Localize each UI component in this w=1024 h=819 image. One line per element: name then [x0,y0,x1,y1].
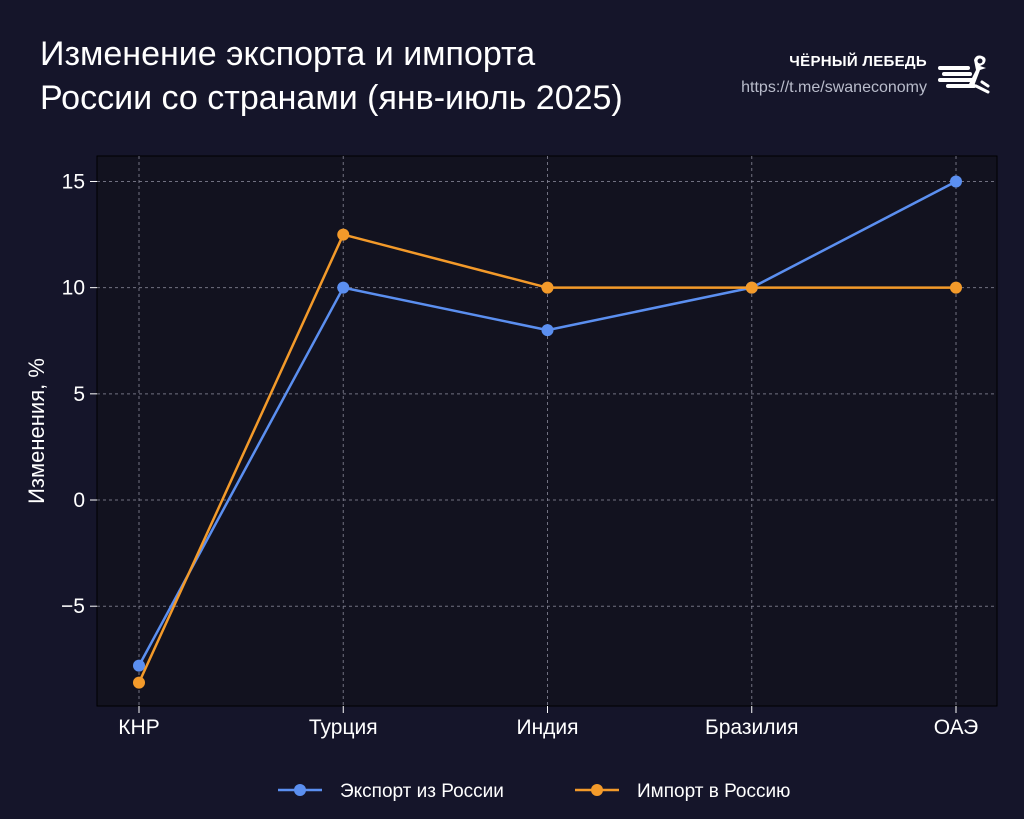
data-point[interactable] [745,281,758,294]
legend-marker [294,784,306,796]
chart-title-line-1: Изменение экспорта и импорта [40,35,536,73]
y-tick-label: −5 [61,595,85,618]
y-axis-label: Изменения, % [24,358,49,504]
y-tick-label: 15 [62,170,85,193]
data-point[interactable] [337,281,350,294]
x-axis: КНР Турция Индия Бразилия ОАЭ [118,706,978,739]
plot-area [96,155,998,707]
legend-label: Экспорт из России [340,781,504,802]
data-point[interactable] [133,659,145,672]
legend-item-export[interactable]: Экспорт из России [278,781,504,802]
brand-block: ЧЁРНЫЙ ЛЕБЕДЬ https://t.me/swaneconomy [741,52,927,100]
chart-title: Изменение экспорта и импорта России со с… [40,32,700,120]
y-tick-label: 10 [62,277,85,300]
legend: Экспорт из России Импорт в Россию [278,781,790,802]
data-point[interactable] [950,281,962,294]
x-tick-label: ОАЭ [934,716,979,739]
data-point[interactable] [950,175,962,188]
brand-name: ЧЁРНЫЙ ЛЕБЕДЬ [789,53,927,70]
y-tick-label: 5 [73,383,85,406]
chart-title-line-2: России со странами (янв-июль 2025) [40,79,623,117]
data-point[interactable] [337,228,350,241]
brand-url-link[interactable]: https://t.me/swaneconomy [741,79,927,96]
swan-logo-icon [938,55,990,94]
x-tick-label: КНР [118,716,159,739]
y-tick-label: 0 [73,489,85,512]
series-import [133,228,962,689]
data-point[interactable] [541,281,554,294]
x-tick-label: Бразилия [705,716,799,739]
data-point[interactable] [133,676,145,689]
x-tick-label: Турция [309,716,378,739]
legend-label: Импорт в Россию [637,781,790,802]
legend-marker [591,784,603,796]
y-axis: −5 0 5 10 15 [61,170,97,618]
series-layer [133,175,962,689]
x-tick-label: Индия [516,716,578,739]
grid-lines [97,156,997,706]
data-point[interactable] [541,324,554,337]
legend-item-import[interactable]: Импорт в Россию [575,781,790,802]
